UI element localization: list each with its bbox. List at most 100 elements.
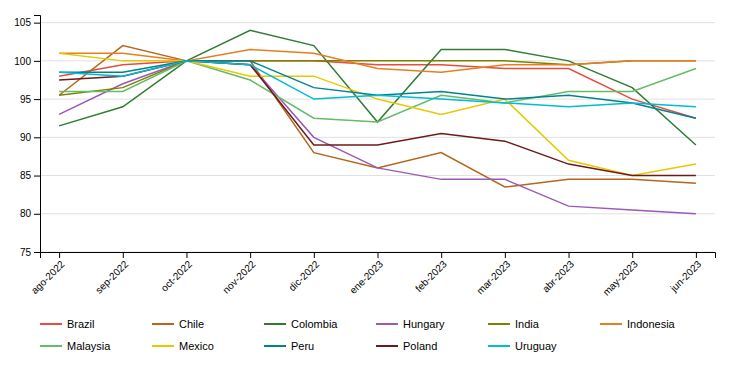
y-tick: 80 bbox=[20, 208, 40, 219]
tick-label: 95 bbox=[20, 94, 32, 105]
tick-label: may-2023 bbox=[601, 258, 641, 298]
tick-mark bbox=[34, 214, 40, 215]
tick-label: dic-2022 bbox=[286, 258, 321, 293]
tick-mark bbox=[34, 99, 40, 100]
legend-label: Uruguay bbox=[515, 340, 557, 352]
tick-mark bbox=[34, 61, 40, 62]
legend-swatch bbox=[40, 345, 62, 347]
series-line bbox=[59, 53, 696, 175]
tick-label: 90 bbox=[20, 132, 32, 143]
plot-area: 7580859095100105ago-2022sep-2022oct-2022… bbox=[14, 16, 715, 298]
x-tick: abr-2023 bbox=[540, 252, 576, 294]
legend-swatch bbox=[264, 345, 286, 347]
legend-swatch bbox=[376, 323, 398, 325]
tick-label: 80 bbox=[20, 208, 32, 219]
tick-label: sep-2022 bbox=[93, 258, 131, 296]
tick-label: abr-2023 bbox=[540, 258, 576, 294]
grid bbox=[40, 23, 715, 252]
tick-label: mar-2023 bbox=[474, 258, 512, 296]
legend-item: Hungary bbox=[376, 318, 445, 330]
series-line bbox=[59, 61, 696, 122]
tick-label: ene-2023 bbox=[347, 258, 385, 296]
legend-label: Brazil bbox=[67, 318, 95, 330]
legend-label: India bbox=[515, 318, 540, 330]
tick-label: nov-2022 bbox=[220, 258, 258, 296]
tick-mark bbox=[441, 252, 442, 258]
x-axis: ago-2022sep-2022oct-2022nov-2022dic-2022… bbox=[29, 252, 715, 298]
legend-item: Brazil bbox=[40, 318, 95, 330]
series-group bbox=[59, 30, 696, 213]
tick-label: feb-2023 bbox=[413, 258, 449, 294]
y-tick: 75 bbox=[20, 247, 40, 258]
series-line bbox=[59, 61, 696, 176]
x-tick: ene-2023 bbox=[347, 252, 385, 296]
legend-label: Colombia bbox=[291, 318, 338, 330]
x-tick: sep-2022 bbox=[93, 252, 131, 296]
x-tick: jun-2023 bbox=[667, 252, 703, 294]
tick-label: 100 bbox=[14, 56, 31, 67]
tick-mark bbox=[34, 252, 40, 253]
x-tick: dic-2022 bbox=[286, 252, 321, 293]
grid-line bbox=[40, 22, 715, 23]
tick-mark bbox=[569, 252, 570, 258]
legend-swatch bbox=[40, 323, 62, 325]
legend-item: Indonesia bbox=[600, 318, 676, 330]
chart: 7580859095100105ago-2022sep-2022oct-2022… bbox=[0, 0, 730, 370]
legend-item: Peru bbox=[264, 340, 314, 352]
tick-label: 105 bbox=[14, 17, 31, 28]
legend-item: Poland bbox=[376, 340, 437, 352]
legend-label: Indonesia bbox=[627, 318, 676, 330]
y-tick: 100 bbox=[14, 56, 40, 67]
series-line bbox=[59, 61, 696, 107]
legend-swatch bbox=[264, 323, 286, 325]
y-tick: 90 bbox=[20, 132, 40, 143]
legend-label: Mexico bbox=[179, 340, 214, 352]
y-axis: 75 80 85 90 95 100 105 bbox=[14, 16, 40, 258]
tick-mark bbox=[186, 252, 187, 258]
legend-item: Malaysia bbox=[40, 340, 111, 352]
tick-label: jun-2023 bbox=[667, 258, 703, 294]
tick-mark bbox=[378, 252, 379, 258]
series-line bbox=[59, 30, 696, 145]
legend-swatch bbox=[376, 345, 398, 347]
tick-mark bbox=[314, 252, 315, 258]
legend-swatch bbox=[152, 345, 174, 347]
tick-mark bbox=[505, 252, 506, 258]
tick-label: 75 bbox=[20, 247, 32, 258]
legend-item: India bbox=[488, 318, 540, 330]
legend-swatch bbox=[488, 323, 510, 325]
grid-line bbox=[40, 137, 715, 138]
legend-item: Mexico bbox=[152, 340, 214, 352]
legend-item: Chile bbox=[152, 318, 204, 330]
legend-item: Uruguay bbox=[488, 340, 557, 352]
tick-mark bbox=[696, 252, 697, 258]
legend-swatch bbox=[600, 323, 622, 325]
tick-label: 85 bbox=[20, 170, 32, 181]
legend-label: Poland bbox=[403, 340, 437, 352]
tick-label: oct-2022 bbox=[159, 258, 195, 294]
series-line bbox=[59, 61, 696, 118]
tick-mark bbox=[34, 176, 40, 177]
legend-label: Peru bbox=[291, 340, 314, 352]
axis-line bbox=[34, 16, 41, 253]
tick-mark bbox=[632, 252, 633, 258]
series-line bbox=[59, 46, 696, 187]
axis-line bbox=[41, 253, 716, 259]
legend-label: Chile bbox=[179, 318, 204, 330]
legend-swatch bbox=[152, 323, 174, 325]
legend-label: Hungary bbox=[403, 318, 445, 330]
series-line bbox=[59, 61, 696, 214]
legend: Brazil Chile Colombia Hungary India Indonesia… bbox=[40, 318, 676, 352]
tick-mark bbox=[123, 252, 124, 258]
y-tick: 95 bbox=[20, 94, 40, 105]
tick-mark bbox=[34, 137, 40, 138]
x-tick: oct-2022 bbox=[159, 252, 195, 294]
legend-label: Malaysia bbox=[67, 340, 111, 352]
grid-line bbox=[40, 175, 715, 176]
legend-swatch bbox=[488, 345, 510, 347]
x-tick: nov-2022 bbox=[220, 252, 258, 296]
x-tick: feb-2023 bbox=[413, 252, 449, 294]
tick-mark bbox=[59, 252, 60, 258]
grid-line bbox=[40, 213, 715, 214]
x-tick: may-2023 bbox=[601, 252, 641, 298]
